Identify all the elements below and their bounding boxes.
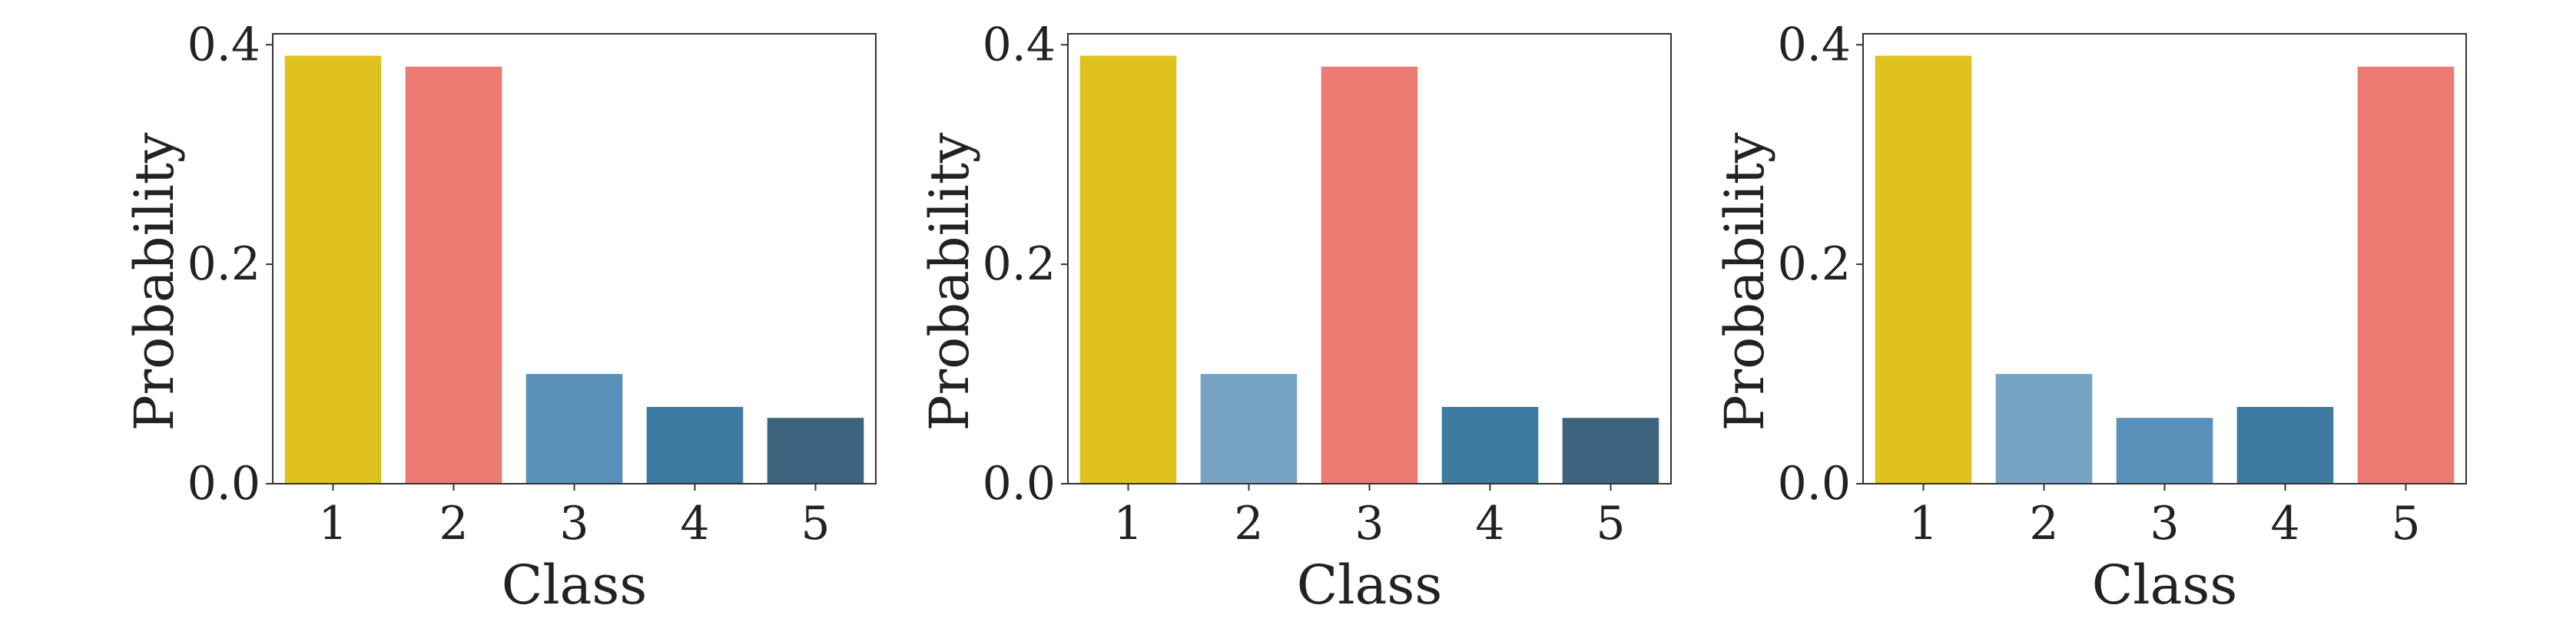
bar-class-2 <box>405 66 502 484</box>
y-axis-label: Probability <box>1713 132 1776 431</box>
y-axis-label: Probability <box>123 132 186 431</box>
bar-class-3 <box>525 374 623 484</box>
y-tick-label: 0.2 <box>983 237 1056 291</box>
bar-class-4 <box>1441 406 1539 484</box>
x-tick-label: 3 <box>1354 497 1384 551</box>
y-tick-label: 0.0 <box>983 457 1056 511</box>
y-tick-label: 0.0 <box>1778 457 1851 511</box>
chart-panel-3: 0.0 0.2 0.4 1 2 3 4 5 Class Probability <box>1713 18 2467 617</box>
y-tick-label: 0.4 <box>983 18 1056 71</box>
bar-class-5 <box>1562 418 1659 484</box>
x-tick-label: 5 <box>1596 497 1625 551</box>
x-tick-label: 1 <box>1908 497 1938 551</box>
bar-class-4 <box>646 406 744 484</box>
x-axis-label: Class <box>2092 554 2238 617</box>
bar-class-1 <box>1875 55 1972 484</box>
bar-class-2 <box>1995 374 2093 484</box>
x-tick-label: 5 <box>2391 497 2420 551</box>
bar-class-4 <box>2236 406 2334 484</box>
bar-class-1 <box>1079 55 1177 484</box>
bar-class-5 <box>2357 66 2455 484</box>
x-tick-label: 4 <box>680 497 709 551</box>
x-tick-label: 3 <box>559 497 588 551</box>
bar-class-1 <box>284 55 382 484</box>
bar-class-2 <box>1200 374 1298 484</box>
y-tick-label: 0.4 <box>187 18 260 71</box>
x-tick-label: 1 <box>318 497 347 551</box>
x-tick-label: 5 <box>801 497 830 551</box>
x-axis-label: Class <box>502 554 648 617</box>
y-tick-label: 0.2 <box>1778 237 1851 291</box>
y-axis-label: Probability <box>918 132 981 431</box>
x-tick-label: 4 <box>2270 497 2299 551</box>
chart-panel-1: 0.0 0.2 0.4 1 2 3 4 5 Class Probability <box>123 18 877 617</box>
bar-class-3 <box>2116 418 2213 484</box>
bar-class-3 <box>1321 66 1418 484</box>
y-tick-label: 0.0 <box>187 457 260 511</box>
x-axis-label: Class <box>1297 554 1443 617</box>
x-tick-label: 3 <box>2150 497 2179 551</box>
bar-class-5 <box>767 418 864 484</box>
x-tick-label: 4 <box>1475 497 1504 551</box>
x-tick-label: 2 <box>1234 497 1263 551</box>
x-tick-label: 1 <box>1113 497 1142 551</box>
y-tick-label: 0.2 <box>187 237 260 291</box>
y-tick-label: 0.4 <box>1778 18 1851 71</box>
x-tick-label: 2 <box>439 497 468 551</box>
chart-panel-2: 0.0 0.2 0.4 1 2 3 4 5 Class Probability <box>918 18 1672 617</box>
x-tick-label: 2 <box>2029 497 2058 551</box>
